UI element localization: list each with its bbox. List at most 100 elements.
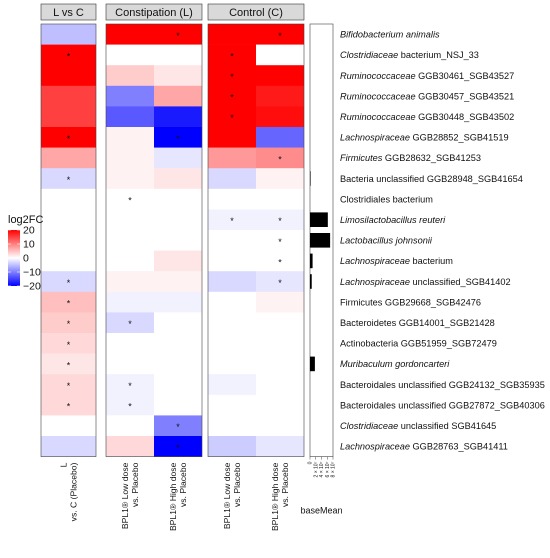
heatmap-cell	[256, 127, 304, 148]
legend-tick-label: −20	[23, 281, 41, 293]
heatmap-cell	[106, 312, 154, 334]
heatmap-cell	[256, 65, 304, 87]
heatmap-cell	[208, 436, 256, 457]
significance-star: *	[67, 299, 71, 309]
row-label: Bacteria unclassified GGB28948_SGB41654	[340, 174, 523, 184]
heatmap-cell	[41, 188, 96, 210]
legend-tick-label: −10	[23, 267, 41, 279]
row-label-genus: Muribaculum gordoncarteri	[340, 359, 450, 369]
heatmap-cell	[208, 250, 256, 272]
heatmap-cell	[106, 24, 154, 45]
column-label: vs. Placebo	[280, 462, 290, 507]
basemean-bar	[310, 253, 313, 269]
heatmap-cell	[41, 230, 96, 251]
legend-title: log2FC	[8, 214, 44, 226]
heatmap-cell	[106, 333, 154, 354]
row-label: Bacteroidales unclassified GGB24132_SGB3…	[340, 380, 545, 390]
significance-star: *	[230, 216, 234, 226]
heatmap-cell	[256, 394, 304, 416]
heatmap-cell	[208, 271, 256, 293]
row-label: Lachnospiraceae GGB28763_SGB41411	[340, 442, 508, 452]
row-label-rest: unclassified_SGB41402	[410, 277, 511, 287]
heatmap-cell	[208, 44, 256, 66]
column-label: BPL1® Low dose	[222, 462, 232, 529]
basemean-title: baseMean	[300, 506, 342, 516]
heatmap-cell	[106, 436, 154, 457]
heatmap-cell	[106, 250, 154, 272]
heatmap-cell	[256, 353, 304, 375]
heatmap-cell	[41, 106, 96, 128]
row-label-genus: Lachnospiraceae	[340, 277, 410, 287]
heatmap-cell	[41, 127, 96, 148]
panel-border	[105, 23, 203, 457]
significance-star: *	[67, 381, 71, 391]
heatmap-cell	[154, 374, 202, 396]
row-label-rest: GGB28763_SGB41411	[410, 442, 508, 452]
heatmap-cell	[41, 209, 96, 231]
heatmap-cell	[41, 415, 96, 437]
heatmap-cell	[41, 250, 96, 272]
heatmap-cells	[41, 24, 304, 457]
row-label-genus: Lachnospiraceae	[340, 256, 410, 266]
heatmap-cell	[106, 271, 154, 293]
significance-stars: * * * * * * * * * * * * * * * * * * * * * * * * * * * * *	[67, 31, 283, 453]
row-label-rest: GGB30457_SGB43521	[416, 91, 515, 101]
heatmap-cell	[154, 147, 202, 169]
panel-title: Control (C)	[229, 7, 283, 19]
row-label-genus: Bacteria unclassified GGB28948_SGB41654	[340, 174, 523, 184]
significance-star: *	[176, 422, 180, 432]
row-label: Bacteroidales unclassified GGB27872_SGB4…	[340, 400, 545, 410]
row-label-rest: unclassified SGB41645	[398, 421, 496, 431]
row-label-rest: bacterium	[410, 256, 453, 266]
heatmap-cell	[154, 230, 202, 251]
row-label-genus: Ruminococcaceae	[340, 91, 416, 101]
row-label-genus: Firmicutes	[340, 153, 383, 163]
heatmap-cell	[154, 188, 202, 210]
row-label: Lactobacillus johnsonii	[340, 236, 433, 246]
basemean-tick-label: 2 × 10⁷	[313, 461, 319, 477]
heatmap-cell	[208, 394, 256, 416]
row-label-genus: Actinobacteria GGB51959_SGB72479	[340, 339, 497, 349]
heatmap-cell	[41, 147, 96, 169]
significance-star: *	[278, 257, 282, 267]
heatmap-cell	[154, 106, 202, 128]
heatmap-cell	[106, 168, 154, 190]
heatmap-cell	[208, 65, 256, 87]
row-label-genus: Limosilactobacillus reuteri	[340, 215, 446, 225]
heatmap-cell	[106, 44, 154, 66]
significance-star: *	[176, 443, 180, 453]
row-label-genus: Bacteroidetes GGB14001_SGB21428	[340, 318, 495, 328]
heatmap-cell	[154, 394, 202, 416]
significance-star: *	[278, 237, 282, 247]
panel-strip	[105, 3, 203, 21]
heatmap-cell	[256, 168, 304, 190]
row-label: Ruminococcaceae GGB30461_SGB43527	[340, 71, 514, 81]
heatmap-cell	[154, 44, 202, 66]
heatmap-cell	[154, 24, 202, 45]
heatmap-cell	[106, 147, 154, 169]
column-label: vs. Placebo	[178, 462, 188, 507]
heatmap-cell	[208, 147, 256, 169]
row-label-genus: Firmicutes GGB29668_SGB42476	[340, 297, 481, 307]
row-label-genus: Clostridiales bacterium	[340, 194, 433, 204]
row-label-genus: Bacteroidales unclassified GGB24132_SGB3…	[340, 380, 545, 390]
heatmap-cell	[208, 127, 256, 148]
heatmap-cell	[41, 168, 96, 190]
heatmap-cell	[208, 209, 256, 231]
significance-star: *	[67, 402, 71, 412]
heatmap-cell	[41, 394, 96, 416]
significance-star: *	[128, 402, 132, 412]
row-label: Bacteroidetes GGB14001_SGB21428	[340, 318, 495, 328]
basemean-bar	[310, 233, 331, 248]
row-label-genus: Lachnospiraceae	[340, 133, 410, 143]
row-label-rest: bacterium_NSJ_33	[398, 50, 479, 60]
row-label: Ruminococcaceae GGB30448_SGB43502	[340, 112, 514, 122]
heatmap-cell	[106, 230, 154, 251]
heatmap-cell	[154, 291, 202, 313]
heatmap-cell	[154, 436, 202, 457]
significance-star: *	[128, 381, 132, 391]
significance-star: *	[67, 340, 71, 350]
heatmap-cell	[106, 291, 154, 313]
